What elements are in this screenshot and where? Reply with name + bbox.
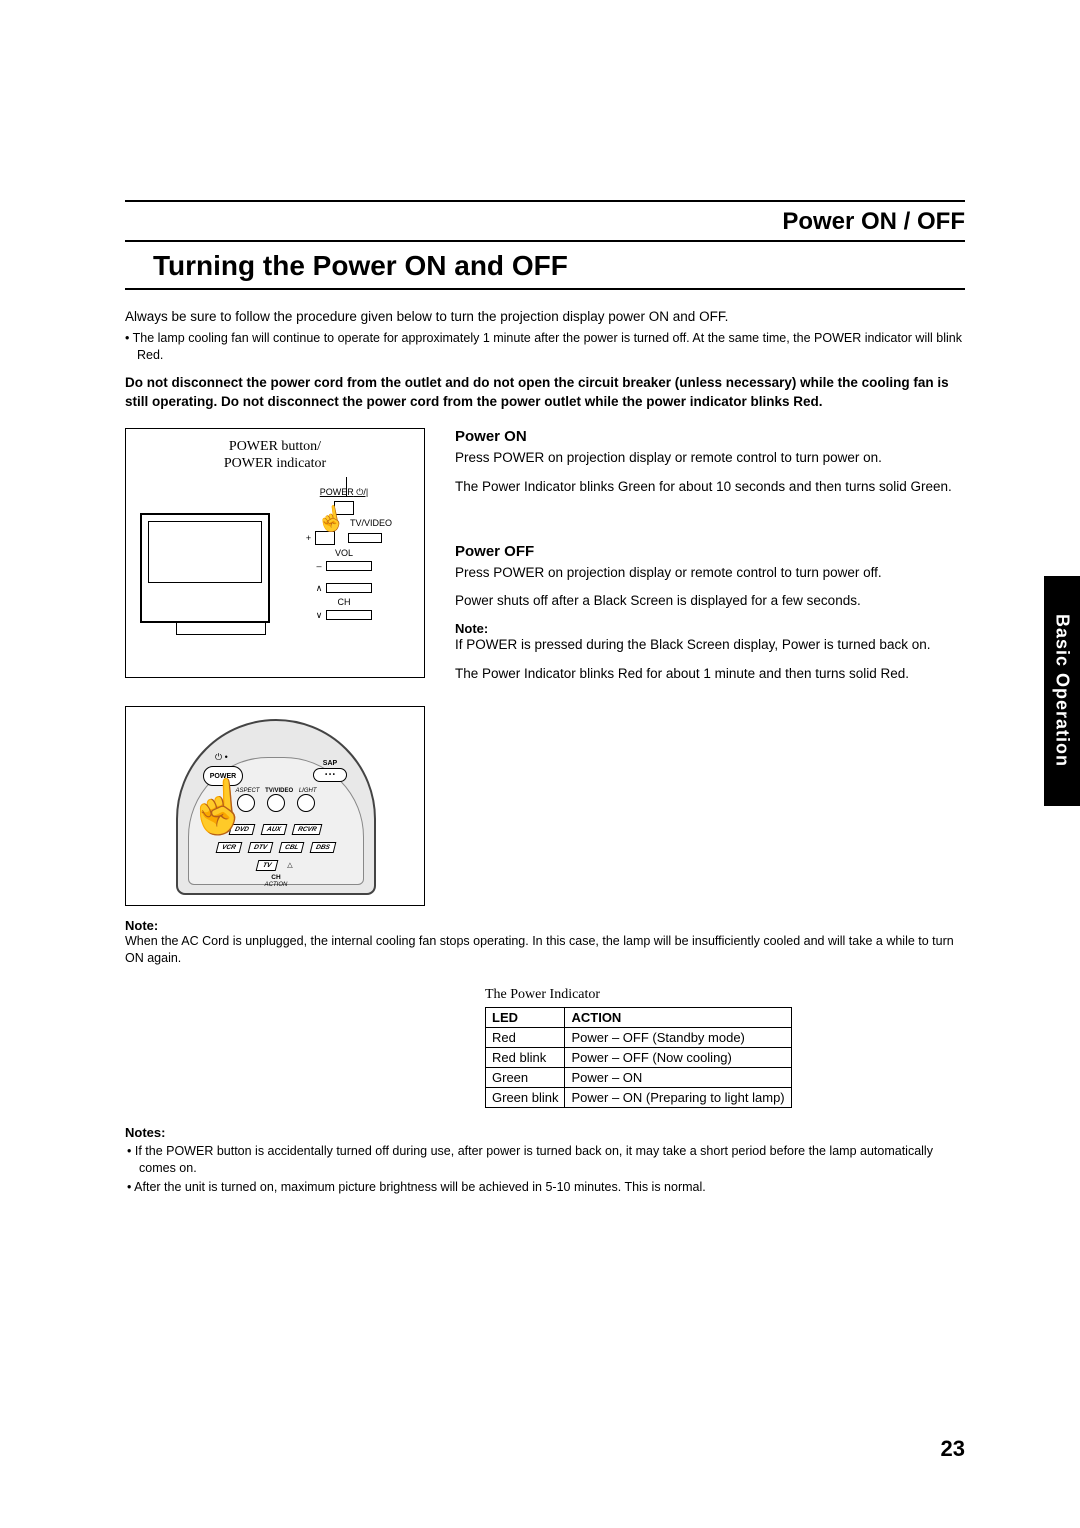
power-off-heading: Power OFF xyxy=(455,543,965,560)
side-tab: Basic Operation xyxy=(1044,576,1080,806)
table-col-led: LED xyxy=(486,1007,565,1027)
tv-outline xyxy=(140,513,270,623)
remote-aux-key: AUX xyxy=(260,824,286,835)
table-col-action: ACTION xyxy=(565,1007,791,1027)
table-cell: Power – OFF (Standby mode) xyxy=(565,1027,791,1047)
table-cell: Green xyxy=(486,1067,565,1087)
table-cell: Power – OFF (Now cooling) xyxy=(565,1047,791,1067)
notes-bullet-2: • After the unit is turned on, maximum p… xyxy=(125,1179,965,1196)
mid-note-text: When the AC Cord is unplugged, the inter… xyxy=(125,933,965,967)
section-title: Turning the Power ON and OFF xyxy=(125,242,965,290)
remote-ch-label: CH xyxy=(271,874,280,881)
note-p1: If POWER is pressed during the Black Scr… xyxy=(455,636,965,655)
figure-remote: ⏻ • POWER SAP • • • ASPECT TV/VIDEO LIGH… xyxy=(125,706,425,906)
table-cell: Green blink xyxy=(486,1087,565,1107)
remote-dtv-key: DTV xyxy=(247,842,273,853)
hand-pointer-icon: ☝ xyxy=(184,775,253,840)
power-on-p2: The Power Indicator blinks Green for abo… xyxy=(455,478,965,497)
note-p2: The Power Indicator blinks Red for about… xyxy=(455,665,965,684)
intro-text: Always be sure to follow the procedure g… xyxy=(125,308,965,326)
table-cell: Power – ON (Preparing to light lamp) xyxy=(565,1087,791,1107)
hand-pointer-icon: ☝ xyxy=(314,502,348,536)
table-cell: Red blink xyxy=(486,1047,565,1067)
page-number: 23 xyxy=(941,1436,965,1462)
remote-dbs-key: DBS xyxy=(310,842,336,853)
remote-action-label: ACTION xyxy=(265,882,288,888)
notes-heading: Notes: xyxy=(125,1124,965,1142)
indicator-table: LED ACTION RedPower – OFF (Standby mode)… xyxy=(485,1007,792,1108)
power-on-heading: Power ON xyxy=(455,428,965,445)
table-cell: Power – ON xyxy=(565,1067,791,1087)
page-title: Power ON / OFF xyxy=(125,208,965,242)
power-symbol-icon: ⏻ • xyxy=(215,752,228,763)
table-caption: The Power Indicator xyxy=(485,987,965,1003)
remote-tv-key: TV xyxy=(255,860,278,871)
power-off-p2: Power shuts off after a Black Screen is … xyxy=(455,592,965,611)
power-on-p1: Press POWER on projection display or rem… xyxy=(455,449,965,468)
warning-text: Do not disconnect the power cord from th… xyxy=(125,374,965,412)
notes-bullet-1: • If the POWER button is accidentally tu… xyxy=(125,1143,965,1177)
power-off-p1: Press POWER on projection display or rem… xyxy=(455,564,965,583)
table-cell: Red xyxy=(486,1027,565,1047)
remote-sap-label: SAP xyxy=(313,760,347,767)
figure-tv-panel: POWER button/ POWER indicator POWER ⏻/| … xyxy=(125,428,425,678)
intro-bullet: • The lamp cooling fan will continue to … xyxy=(125,330,965,364)
mid-note-heading: Note: xyxy=(125,918,965,933)
panel-power-label: POWER xyxy=(320,487,354,497)
remote-vcr-key: VCR xyxy=(216,842,242,853)
remote-tvvideo-label: TV/VIDEO xyxy=(265,788,293,794)
fig1-label1: POWER button/ xyxy=(126,439,424,456)
panel-vol-label: VOL xyxy=(284,548,404,558)
remote-light-label: LIGHT xyxy=(299,788,317,794)
fig1-label2: POWER indicator xyxy=(126,456,424,473)
remote-rcvr-key: RCVR xyxy=(292,824,323,835)
remote-cbl-key: CBL xyxy=(278,842,304,853)
side-tab-label: Basic Operation xyxy=(1052,614,1073,767)
panel-ch-label: CH xyxy=(284,597,404,607)
note-heading: Note: xyxy=(455,621,965,636)
